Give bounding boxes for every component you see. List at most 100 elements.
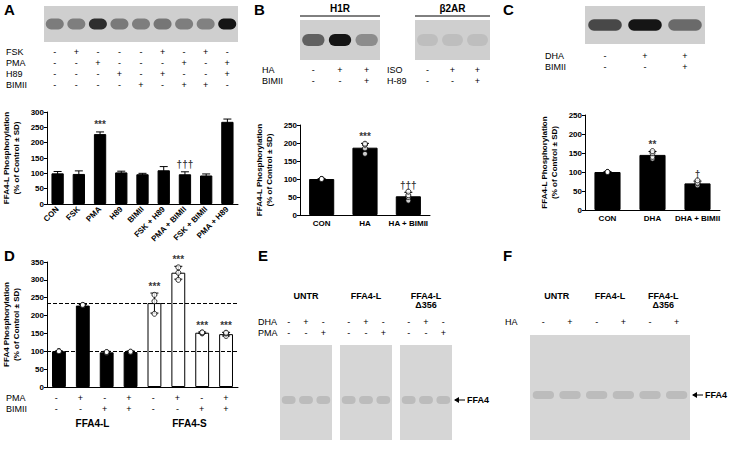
svg-text:+: + [223,393,228,403]
svg-text:-: - [382,317,385,327]
svg-text:-: - [322,317,325,327]
svg-text:FFA4-L Phosphorylation: FFA4-L Phosphorylation [255,124,264,216]
svg-text:HA: HA [262,65,275,75]
svg-text:150: 150 [284,157,298,166]
svg-text:200: 200 [284,139,298,148]
svg-text:-: - [79,404,82,414]
svg-text:H1R: H1R [330,3,351,14]
svg-text:PMA: PMA [6,58,26,68]
svg-text:-: - [312,65,315,75]
svg-text:-: - [595,317,598,327]
svg-text:-: - [183,69,186,79]
svg-text:FFA4 Phosphorylation: FFA4 Phosphorylation [2,282,11,367]
svg-text:-: - [152,404,155,414]
svg-text:+: + [181,80,186,90]
svg-text:200: 200 [31,138,45,147]
svg-text:-: - [161,58,164,68]
svg-text:50: 50 [35,184,44,193]
svg-text:+: + [203,47,208,57]
svg-text:E: E [258,247,268,264]
svg-text:-: - [644,62,647,72]
svg-text:-: - [407,328,410,338]
svg-text:+: + [78,393,83,403]
svg-text:UNTR: UNTR [294,291,319,301]
svg-text:-: - [161,80,164,90]
svg-text:+: + [225,58,230,68]
svg-text:-: - [347,328,350,338]
svg-text:FFA4: FFA4 [467,395,489,405]
svg-text:150: 150 [31,154,45,163]
svg-text:+: + [95,58,100,68]
svg-text:+: + [642,51,647,61]
svg-text:+: + [175,393,180,403]
svg-text:DHA: DHA [545,51,564,61]
svg-text:+: + [682,51,687,61]
svg-text:H-89: H-89 [387,76,407,86]
svg-text:-: - [200,393,203,403]
svg-text:+: + [117,69,122,79]
svg-text:350: 350 [31,258,45,267]
svg-text:+: + [138,80,143,90]
svg-text:-: - [287,328,290,338]
svg-text:(% of Control ± SD): (% of Control ± SD) [12,121,21,194]
svg-text:β2AR: β2AR [439,3,466,14]
svg-text:FFA4-L: FFA4-L [351,291,382,301]
svg-text:BIMII: BIMII [545,62,566,72]
svg-text:-: - [75,58,78,68]
svg-text:***: *** [220,320,232,331]
svg-text:PMA: PMA [258,328,278,338]
svg-text:+: + [364,76,369,86]
svg-text:-: - [442,317,445,327]
svg-text:DHA: DHA [644,214,662,223]
svg-text:B: B [254,1,265,18]
svg-text:†††: ††† [177,159,194,170]
svg-text:Δ356: Δ356 [415,300,437,310]
svg-text:FFA4-L Phosphorylation: FFA4-L Phosphorylation [540,116,549,208]
svg-text:0: 0 [578,206,583,215]
svg-text:250: 250 [569,111,583,120]
svg-text:100: 100 [569,168,583,177]
svg-text:D: D [4,247,15,264]
svg-text:***: *** [172,254,184,265]
svg-text:***: *** [359,131,371,142]
svg-text:+: + [303,317,308,327]
svg-text:-: - [204,69,207,79]
svg-text:-: - [451,76,454,86]
svg-text:FSK: FSK [6,47,24,57]
svg-text:+: + [450,65,455,75]
svg-text:+: + [225,69,230,79]
svg-text:UNTR: UNTR [544,291,569,301]
svg-text:-: - [305,328,308,338]
svg-text:CON: CON [42,205,61,224]
svg-text:+: + [423,317,428,327]
svg-text:+: + [102,404,107,414]
svg-text:PMA: PMA [6,393,26,403]
svg-text:PMA: PMA [84,205,103,224]
svg-text:-: - [53,47,56,57]
svg-text:-: - [425,328,428,338]
svg-text:Δ356: Δ356 [653,300,675,310]
svg-text:FFA4: FFA4 [705,390,727,400]
svg-text:-: - [407,317,410,327]
svg-text:-: - [103,393,106,403]
svg-text:+: + [160,69,165,79]
svg-text:FFA4-L: FFA4-L [76,418,110,429]
svg-text:-: - [226,80,229,90]
svg-text:***: *** [196,320,208,331]
svg-text:-: - [96,69,99,79]
svg-text:300: 300 [31,275,45,284]
svg-text:(% of Control ± SD): (% of Control ± SD) [550,126,559,199]
svg-text:+: + [567,317,572,327]
svg-text:+: + [475,76,480,86]
svg-text:(% of Control ± SD): (% of Control ± SD) [265,133,274,206]
svg-text:PMA + H89: PMA + H89 [195,204,231,240]
svg-text:+: + [203,80,208,90]
svg-text:+: + [160,47,165,57]
svg-text:DHA + BIMII: DHA + BIMII [675,214,720,223]
svg-text:-: - [53,58,56,68]
svg-text:CON: CON [599,214,617,223]
svg-text:+: + [381,328,386,338]
svg-text:+: + [199,404,204,414]
svg-text:(% of Control ± SD): (% of Control ± SD) [12,288,21,361]
svg-text:+: + [126,404,131,414]
